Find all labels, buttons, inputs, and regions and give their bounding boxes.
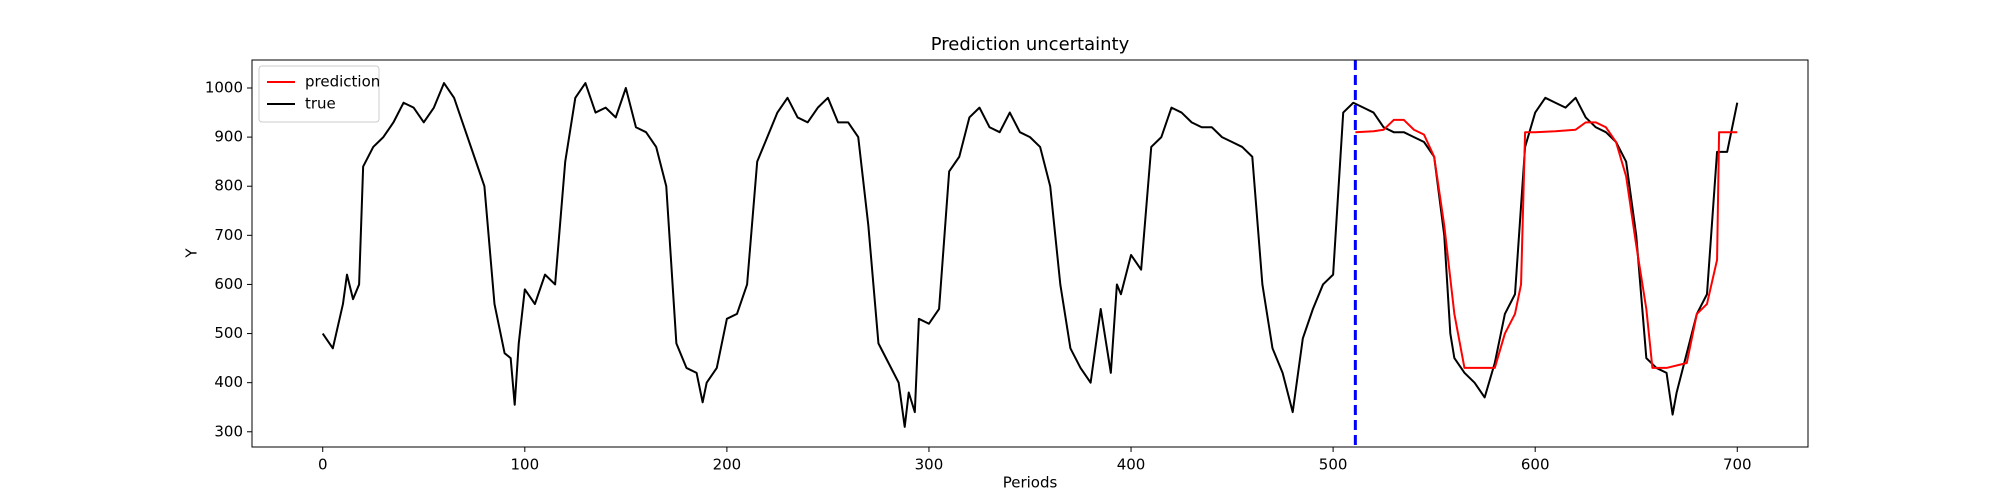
- y-tick-label: 300: [214, 422, 243, 440]
- legend-label: prediction: [305, 73, 380, 91]
- y-axis-label: Y: [183, 248, 201, 259]
- series-line: [321, 82, 1739, 428]
- x-tick-label: 700: [1723, 456, 1752, 474]
- y-tick-label: 900: [214, 128, 243, 146]
- x-tick-label: 100: [510, 456, 539, 474]
- x-tick-label: 500: [1319, 456, 1348, 474]
- y-tick-label: 1000: [205, 78, 243, 96]
- legend-label: true: [305, 95, 336, 113]
- x-tick-label: 0: [318, 456, 328, 474]
- x-tick-label: 600: [1521, 456, 1550, 474]
- y-tick-label: 800: [214, 177, 243, 195]
- x-tick-label: 400: [1117, 456, 1146, 474]
- y-tick-label: 600: [214, 275, 243, 293]
- y-tick-label: 400: [214, 373, 243, 391]
- x-tick-label: 300: [915, 456, 944, 474]
- x-tick-label: 200: [713, 456, 742, 474]
- chart-title: Prediction uncertainty: [931, 34, 1130, 55]
- legend-box: [258, 65, 380, 123]
- y-tick-label: 700: [214, 226, 243, 244]
- y-tick-label: 500: [214, 324, 243, 342]
- plot-frame: [251, 59, 1809, 448]
- series-line: [1355, 118, 1738, 369]
- x-axis-label: Periods: [1003, 474, 1058, 492]
